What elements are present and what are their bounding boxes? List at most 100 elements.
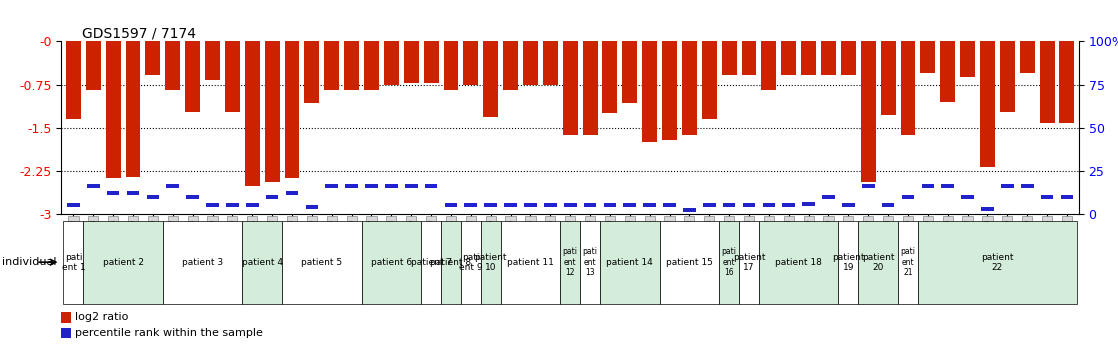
Bar — [146, 195, 159, 199]
Bar — [187, 195, 199, 199]
Bar — [940, 41, 955, 102]
Bar — [961, 195, 974, 199]
Bar — [859, 221, 898, 304]
Text: patient 7: patient 7 — [410, 258, 452, 267]
Bar — [603, 41, 617, 113]
Bar — [61, 328, 72, 338]
Text: patient 8: patient 8 — [430, 258, 472, 267]
Bar — [980, 41, 995, 167]
Bar — [1020, 41, 1034, 73]
Bar — [324, 41, 339, 90]
Bar — [205, 41, 220, 80]
Bar — [584, 203, 596, 207]
Bar — [107, 191, 120, 195]
Bar — [1040, 41, 1054, 123]
Bar — [282, 221, 361, 304]
Bar — [344, 41, 359, 90]
Bar — [660, 221, 719, 304]
Text: pati
ent
21: pati ent 21 — [900, 247, 916, 277]
Bar — [663, 203, 676, 207]
Bar — [802, 41, 816, 75]
Text: patient
19: patient 19 — [832, 253, 864, 272]
Bar — [920, 41, 936, 73]
Bar — [604, 203, 616, 207]
Bar — [822, 195, 835, 199]
Bar — [325, 184, 338, 188]
Bar — [265, 41, 280, 182]
Bar — [741, 41, 757, 75]
Bar — [881, 41, 896, 115]
Text: patient
17: patient 17 — [732, 253, 765, 272]
Bar — [425, 184, 437, 188]
Bar — [61, 312, 72, 323]
Bar — [761, 41, 776, 90]
Bar — [245, 41, 259, 186]
Bar — [918, 221, 1077, 304]
Bar — [305, 205, 319, 209]
Bar — [960, 41, 975, 77]
Bar — [125, 41, 141, 177]
Bar — [1060, 41, 1074, 123]
Bar — [642, 41, 657, 142]
Bar — [1061, 195, 1073, 199]
Bar — [246, 203, 258, 207]
Bar — [385, 184, 398, 188]
Bar — [421, 221, 440, 304]
Bar — [444, 41, 458, 90]
Bar — [405, 184, 417, 188]
Bar — [821, 41, 836, 75]
Bar — [126, 191, 140, 195]
Bar — [623, 41, 637, 104]
Bar — [1001, 184, 1014, 188]
Bar — [882, 203, 894, 207]
Bar — [481, 221, 501, 304]
Text: patient 4: patient 4 — [241, 258, 283, 267]
Bar — [504, 203, 517, 207]
Bar — [722, 41, 737, 75]
Bar — [145, 41, 160, 75]
Bar — [861, 41, 875, 182]
Bar — [484, 203, 498, 207]
Bar — [1021, 184, 1033, 188]
Bar — [838, 221, 859, 304]
Bar — [266, 195, 278, 199]
Bar — [703, 203, 716, 207]
Bar — [580, 221, 600, 304]
Bar — [463, 41, 479, 85]
Bar — [165, 41, 180, 90]
Bar — [582, 41, 597, 135]
Bar — [563, 203, 577, 207]
Bar — [562, 41, 578, 135]
Bar — [226, 203, 239, 207]
Bar — [503, 41, 518, 90]
Bar — [841, 41, 855, 75]
Bar — [624, 203, 636, 207]
Bar — [64, 221, 84, 304]
Bar — [600, 221, 660, 304]
Bar — [803, 201, 815, 206]
Bar — [999, 41, 1015, 111]
Bar — [67, 203, 79, 207]
Bar — [163, 221, 243, 304]
Text: log2 ratio: log2 ratio — [75, 313, 129, 322]
Bar — [285, 41, 300, 178]
Text: pati
ent 9: pati ent 9 — [459, 253, 483, 272]
Bar — [643, 203, 656, 207]
Bar — [742, 203, 756, 207]
Bar — [225, 41, 240, 111]
Bar — [719, 221, 739, 304]
Bar — [106, 41, 121, 178]
Bar — [440, 221, 461, 304]
Text: patient
22: patient 22 — [982, 253, 1014, 272]
Text: patient 15: patient 15 — [666, 258, 713, 267]
Bar — [167, 184, 179, 188]
Text: patient 6: patient 6 — [371, 258, 411, 267]
Bar — [762, 203, 775, 207]
Bar — [723, 203, 736, 207]
Bar — [445, 203, 457, 207]
Text: pati
ent
16: pati ent 16 — [721, 247, 737, 277]
Bar — [901, 195, 915, 199]
Bar — [842, 203, 854, 207]
Text: pati
ent 1: pati ent 1 — [61, 253, 85, 272]
Bar — [461, 221, 481, 304]
